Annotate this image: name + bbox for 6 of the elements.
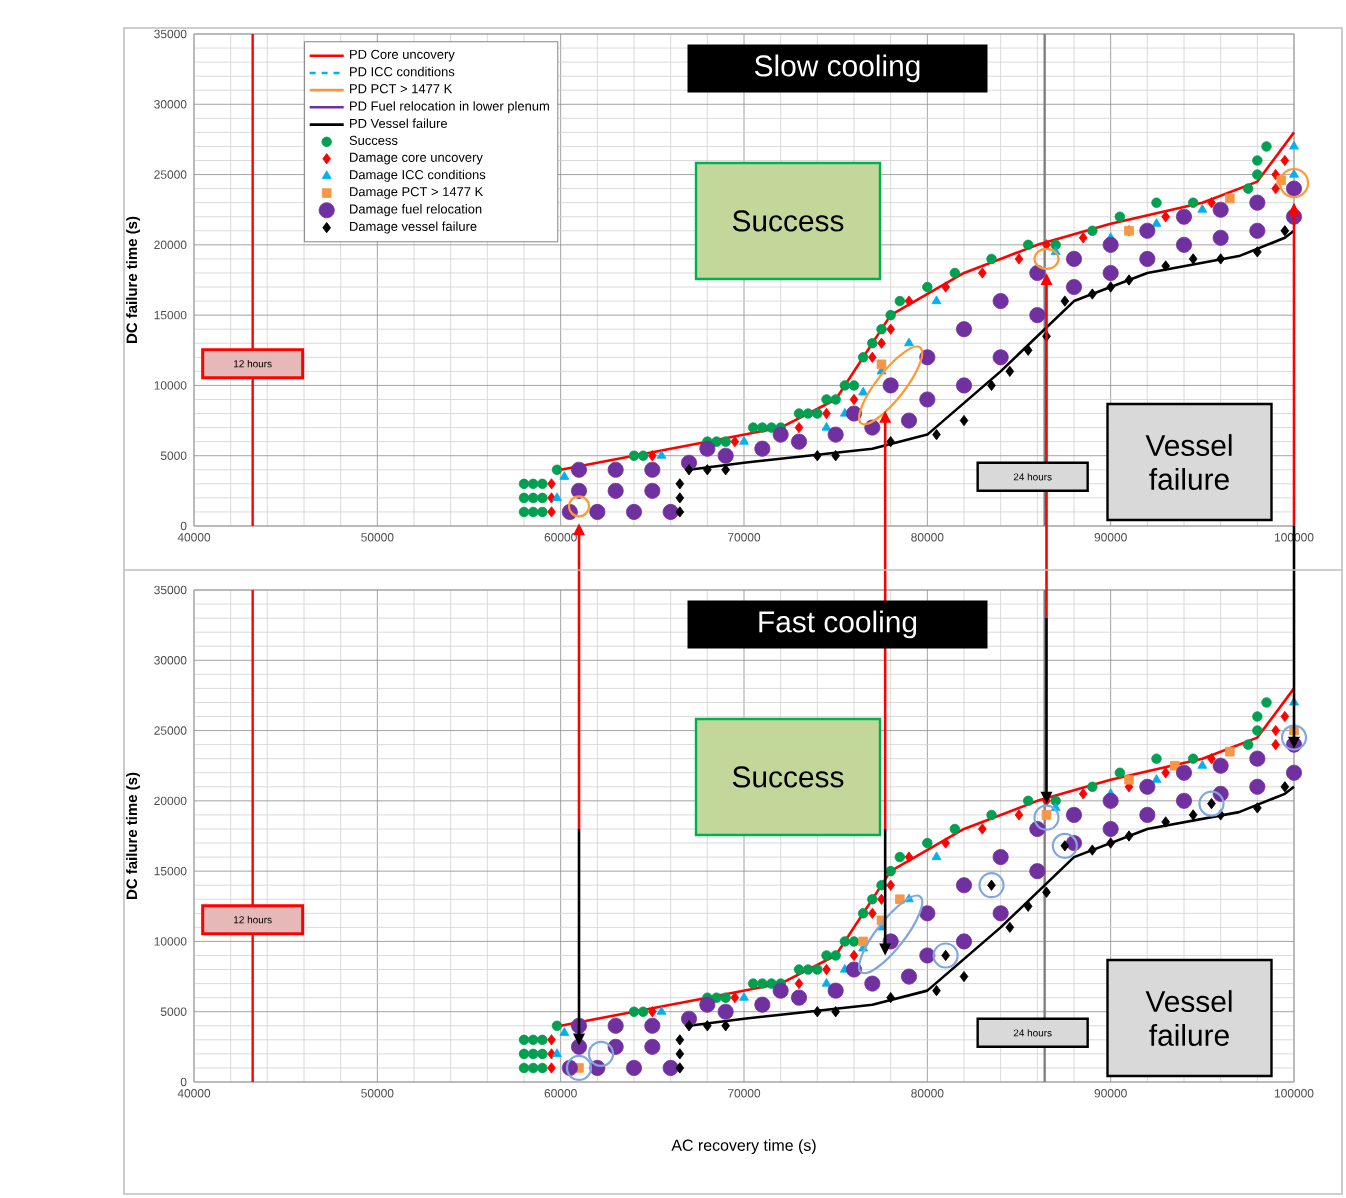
annotation: Fast cooling	[759, 610, 917, 639]
annotation: Vessel failure	[1145, 434, 1232, 490]
annotation: Success	[732, 210, 844, 232]
annotation: Vessel failure	[1145, 990, 1232, 1046]
annotation: Success	[732, 766, 844, 788]
annotation: Slow cooling	[754, 54, 920, 83]
